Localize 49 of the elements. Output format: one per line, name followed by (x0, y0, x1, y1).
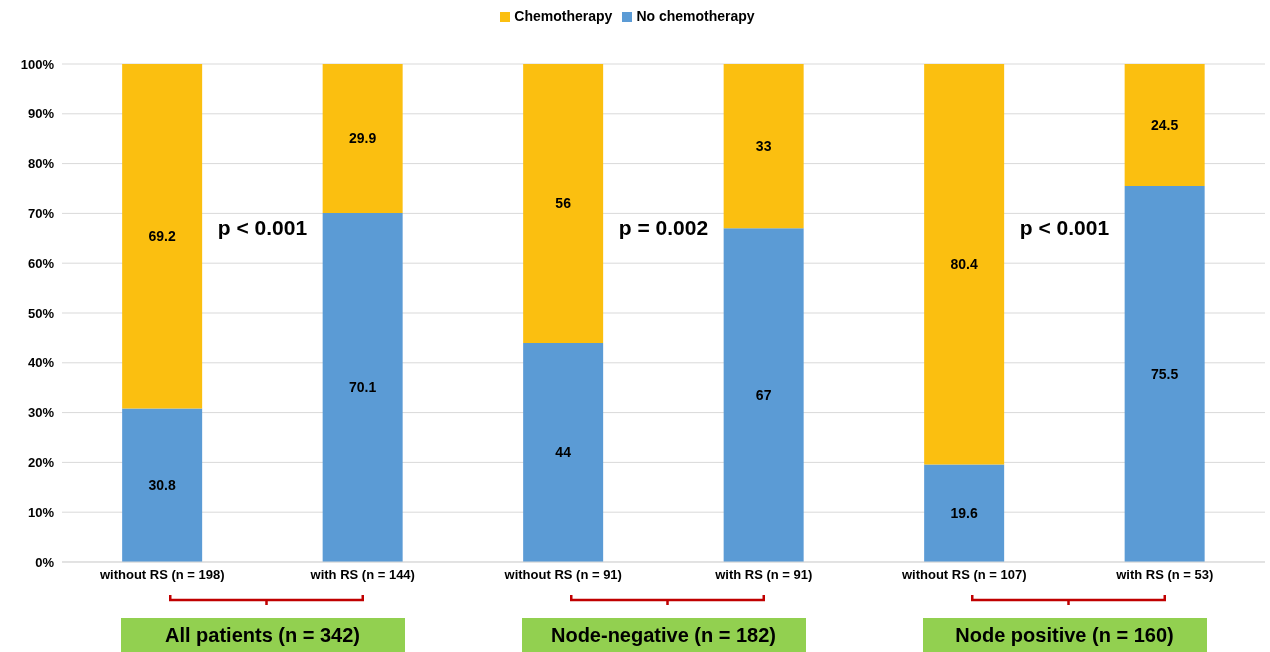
text: Node positive (n = 160) (922, 618, 1207, 652)
y-tick-label: 80% (27, 156, 55, 172)
data-label: 24.5 (1151, 116, 1179, 133)
data-label: 56 (555, 195, 572, 212)
y-tick-label: 40% (27, 355, 55, 371)
y-tick-label: 60% (27, 255, 55, 271)
data-label: 67 (755, 387, 772, 404)
data-label: 69.2 (148, 228, 176, 245)
legend-label: Chemotherapy (514, 8, 613, 24)
data-label: 75.5 (1151, 365, 1179, 382)
bar (122, 408, 203, 562)
data-label: 19.6 (950, 505, 978, 522)
bar (1124, 64, 1205, 187)
x-tick-label: without RS (n = 198) (98, 567, 225, 583)
bar (723, 64, 804, 229)
data-label: 44 (555, 444, 572, 461)
y-tick-label: 0% (35, 554, 55, 570)
y-tick-label: 100% (20, 56, 55, 72)
bar (322, 64, 403, 213)
bar (523, 64, 604, 343)
y-tick-label: 10% (27, 504, 55, 520)
x-tick-label: with RS (n = 144) (309, 567, 415, 583)
data-label: 33 (755, 138, 772, 155)
data-label: 30.8 (148, 477, 176, 494)
x-tick-label: with RS (n = 91) (714, 567, 813, 583)
bar (122, 64, 203, 409)
y-tick-label: 50% (27, 305, 55, 321)
bar (523, 342, 604, 562)
y-tick-label: 30% (27, 405, 55, 421)
x-tick-label: without RS (n = 107) (900, 567, 1027, 583)
annotation: p < 0.001 (1018, 215, 1111, 240)
text: All patients (n = 342) (120, 618, 405, 652)
x-tick-label: with RS (n = 53) (1115, 567, 1214, 583)
data-label: 70.1 (349, 379, 377, 396)
legend-label: No chemotherapy (636, 8, 755, 24)
bar (723, 228, 804, 562)
data-label: 80.4 (950, 256, 978, 273)
bar (322, 212, 403, 562)
text: Node-negative (n = 182) (521, 618, 806, 652)
data-label: 29.9 (349, 130, 377, 147)
y-tick-label: 20% (27, 455, 55, 471)
y-tick-label: 70% (27, 206, 55, 222)
annotation: p = 0.002 (617, 215, 710, 240)
x-tick-label: without RS (n = 91) (503, 567, 622, 583)
y-tick-label: 90% (27, 106, 55, 122)
bar (924, 464, 1005, 562)
bar (924, 64, 1005, 465)
annotation: p < 0.001 (216, 215, 309, 240)
bar (1124, 186, 1205, 562)
